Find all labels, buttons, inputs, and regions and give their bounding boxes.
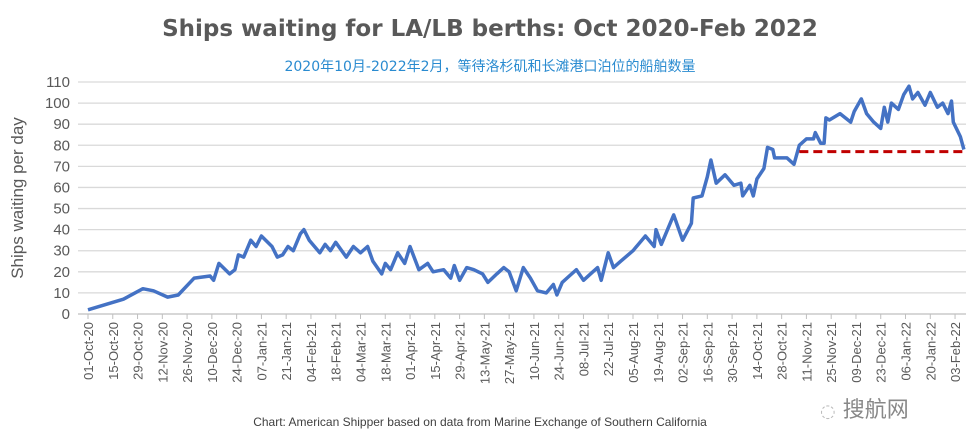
x-tick-label: 10-Dec-20	[205, 322, 220, 383]
x-tick-label: 29-Oct-20	[131, 322, 146, 380]
y-axis-label: Ships waiting per day	[8, 117, 27, 279]
x-tick-label: 02-Sep-21	[676, 322, 691, 383]
y-tick-label: 50	[53, 201, 70, 218]
x-tick-label: 23-Dec-21	[874, 322, 889, 383]
x-tick-label: 25-Nov-21	[824, 322, 839, 383]
y-tick-label: 60	[53, 179, 70, 196]
x-tick-label: 18-Feb-21	[329, 322, 344, 382]
chart-title: Ships waiting for LA/LB berths: Oct 2020…	[162, 16, 818, 42]
x-tick-label: 09-Dec-21	[849, 322, 864, 383]
x-tick-label: 29-Apr-21	[453, 322, 468, 380]
y-tick-label: 110	[46, 74, 70, 91]
x-tick-label: 14-Oct-21	[750, 322, 765, 380]
x-tick-label: 10-Jun-21	[527, 322, 542, 381]
x-tick-label: 08-Jul-21	[576, 322, 591, 376]
x-tick-label: 27-May-21	[502, 322, 517, 384]
x-tick-label: 06-Jan-22	[899, 322, 914, 381]
x-tick-label: 16-Sep-21	[700, 322, 715, 383]
x-tick-label: 20-Jan-22	[923, 322, 938, 381]
chart-subtitle: 2020年10月-2022年2月，等待洛杉矶和长滩港口泊位的船舶数量	[284, 59, 696, 75]
y-tick-label: 40	[53, 222, 70, 239]
x-tick-label: 11-Nov-21	[799, 322, 814, 382]
x-tick-label: 01-Apr-21	[403, 322, 418, 380]
x-tick-label: 28-Oct-21	[775, 322, 790, 380]
x-tick-label: 01-Oct-20	[81, 322, 96, 380]
y-tick-label: 90	[53, 116, 70, 133]
x-tick-label: 03-Feb-22	[948, 322, 963, 382]
series-line	[87, 84, 966, 312]
x-tick-label: 15-Oct-20	[106, 322, 121, 380]
x-tick-label: 26-Nov-20	[180, 322, 195, 383]
chart-caption: Chart: American Shipper based on data fr…	[253, 415, 707, 429]
x-tick-label: 04-Mar-21	[354, 322, 369, 382]
x-tick-label: 19-Aug-21	[651, 322, 666, 383]
x-tick-label: 24-Dec-20	[230, 322, 245, 383]
x-tick-label: 22-Jul-21	[601, 322, 616, 376]
x-tick-label: 24-Jun-21	[552, 322, 567, 381]
y-tick-label: 100	[45, 95, 70, 112]
y-tick-label: 0	[62, 306, 70, 323]
x-tick-label: 12-Nov-20	[155, 322, 170, 383]
x-tick-label: 05-Aug-21	[626, 322, 641, 383]
y-tick-label: 80	[53, 137, 70, 154]
y-tick-label: 70	[53, 158, 70, 175]
y-tick-label: 20	[53, 264, 70, 281]
x-tick-label: 18-Mar-21	[378, 322, 393, 382]
watermark-text: 搜航网	[842, 398, 909, 423]
x-tick-label: 13-May-21	[477, 322, 492, 384]
x-tick-label: 04-Feb-21	[304, 322, 319, 382]
x-tick-label: 15-Apr-21	[428, 322, 443, 380]
chat-bubble-icon: ◌	[820, 401, 836, 422]
x-tick-label: 21-Jan-21	[279, 322, 294, 381]
x-tick-label: 07-Jan-21	[254, 322, 269, 381]
y-tick-label: 10	[53, 285, 70, 302]
x-tick-label: 30-Sep-21	[725, 322, 740, 383]
y-tick-label: 30	[53, 243, 70, 260]
watermark-logo: ◌ 搜航网	[820, 392, 909, 424]
